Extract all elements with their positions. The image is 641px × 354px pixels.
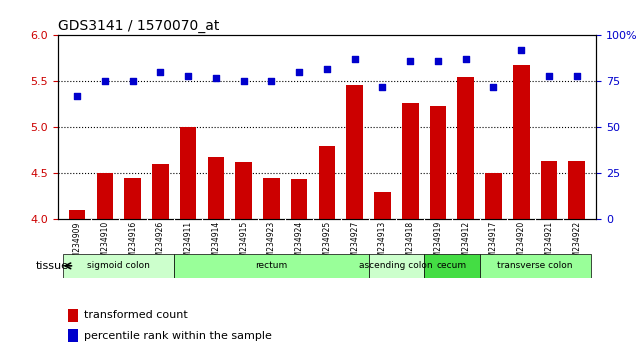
Point [128, 79, 138, 84]
Bar [235, 162, 252, 219]
Point [349, 57, 360, 62]
Text: percentile rank within the sample: percentile rank within the sample [83, 331, 271, 341]
Text: GSM234914: GSM234914 [212, 221, 221, 267]
Text: tissue: tissue [35, 261, 69, 271]
Text: GSM234923: GSM234923 [267, 221, 276, 267]
Point [322, 66, 332, 72]
Point [294, 69, 304, 75]
Text: GSM234922: GSM234922 [572, 221, 581, 267]
Bar [63, 254, 174, 278]
Point [72, 93, 82, 99]
Bar [124, 178, 141, 219]
Text: rectum: rectum [255, 261, 288, 270]
Text: GSM234912: GSM234912 [461, 221, 470, 267]
Bar [69, 330, 78, 342]
Text: GSM234921: GSM234921 [544, 221, 553, 267]
Text: GSM234925: GSM234925 [322, 221, 331, 267]
Point [516, 47, 526, 53]
Bar [69, 309, 78, 321]
Text: GSM234913: GSM234913 [378, 221, 387, 267]
Text: GSM234926: GSM234926 [156, 221, 165, 267]
Text: GSM234927: GSM234927 [350, 221, 359, 267]
Bar [208, 157, 224, 219]
Bar [180, 126, 196, 219]
Bar [374, 192, 391, 219]
Bar [402, 103, 419, 219]
Bar [263, 178, 279, 219]
Bar [369, 254, 424, 278]
Text: GSM234920: GSM234920 [517, 221, 526, 267]
Bar [458, 77, 474, 219]
Point [183, 73, 194, 79]
Point [488, 84, 499, 90]
Point [572, 73, 582, 79]
Bar [429, 106, 446, 219]
Text: GSM234917: GSM234917 [489, 221, 498, 267]
Point [238, 79, 249, 84]
Point [378, 84, 388, 90]
Point [211, 75, 221, 81]
Text: GSM234924: GSM234924 [295, 221, 304, 267]
Text: sigmoid colon: sigmoid colon [87, 261, 150, 270]
Text: GSM234918: GSM234918 [406, 221, 415, 267]
Point [155, 69, 165, 75]
Text: GSM234919: GSM234919 [433, 221, 442, 267]
Bar [540, 161, 557, 219]
Bar [152, 164, 169, 219]
Point [460, 57, 470, 62]
Text: ascending colon: ascending colon [360, 261, 433, 270]
Text: GSM234915: GSM234915 [239, 221, 248, 267]
Text: GSM234911: GSM234911 [183, 221, 193, 267]
Point [266, 79, 276, 84]
Point [433, 58, 443, 64]
Text: GDS3141 / 1570070_at: GDS3141 / 1570070_at [58, 19, 219, 33]
Bar [346, 85, 363, 219]
Text: GSM234909: GSM234909 [72, 221, 81, 268]
Point [405, 58, 415, 64]
Point [544, 73, 554, 79]
Bar [174, 254, 369, 278]
Bar [291, 179, 308, 219]
Point [100, 79, 110, 84]
Text: GSM234916: GSM234916 [128, 221, 137, 267]
Bar [513, 65, 529, 219]
Bar [569, 161, 585, 219]
Bar [319, 146, 335, 219]
Bar [424, 254, 479, 278]
Bar [97, 173, 113, 219]
Bar [485, 173, 502, 219]
Bar [69, 210, 85, 219]
Text: cecum: cecum [437, 261, 467, 270]
Bar [479, 254, 590, 278]
Text: GSM234910: GSM234910 [101, 221, 110, 267]
Text: transformed count: transformed count [83, 310, 187, 320]
Text: transverse colon: transverse colon [497, 261, 573, 270]
